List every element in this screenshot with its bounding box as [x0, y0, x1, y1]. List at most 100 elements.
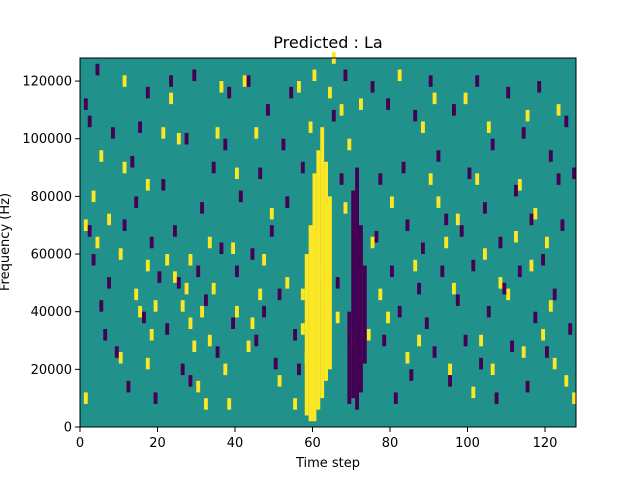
heatmap-cell-high — [165, 254, 170, 266]
heatmap-cell-high — [421, 121, 425, 133]
heatmap-cell-low — [421, 242, 425, 255]
heatmap-cell-low — [452, 104, 456, 116]
x-tick-label: 0 — [76, 436, 84, 451]
heatmap-cell-high — [343, 202, 348, 214]
heatmap-cell-low — [266, 104, 270, 116]
heatmap-cell-low — [455, 294, 460, 306]
heatmap-cell-high — [153, 300, 158, 312]
heatmap-cell-low — [273, 357, 278, 370]
heatmap-cell-low — [173, 225, 177, 237]
heatmap-cell-high — [91, 190, 96, 203]
heatmap-cell-low — [397, 305, 402, 318]
heatmap-cell-low — [87, 225, 92, 237]
heatmap-cell-high — [277, 375, 282, 387]
y-tick-label: 60000 — [31, 248, 72, 263]
heatmap-cell-high — [227, 398, 232, 410]
plot-area — [80, 52, 576, 427]
y-tick-label: 0 — [64, 421, 72, 436]
heatmap-cell-low — [180, 363, 185, 376]
heatmap-cell-low — [157, 271, 162, 283]
heatmap-cell-high — [285, 277, 290, 289]
heatmap-cell-high — [300, 288, 305, 301]
heatmap-cell-high — [541, 328, 545, 341]
heatmap-cell-low — [227, 86, 232, 99]
x-tick-label: 100 — [455, 436, 480, 451]
heatmap-cell-low — [463, 334, 468, 347]
heatmap-cell-high — [184, 282, 189, 295]
heatmap-cell-low — [142, 311, 146, 324]
heatmap-cell-low — [533, 311, 538, 324]
heatmap-cell-high — [118, 352, 123, 364]
heatmap-cell-high — [370, 236, 375, 249]
heatmap-cell-high — [188, 317, 193, 329]
heatmap-cell-low — [188, 375, 193, 387]
heatmap-cell-low — [560, 219, 565, 231]
heatmap-cell-low — [331, 109, 336, 122]
heatmap-cell-high — [529, 259, 534, 272]
heatmap-cell-low — [432, 346, 437, 358]
heatmap-cell-low — [514, 184, 518, 197]
heatmap-cell-low — [153, 392, 158, 404]
y-axis-label: Frequency (Hz) — [0, 193, 13, 291]
heatmap-cell-high — [397, 69, 402, 82]
heatmap-band-high — [320, 127, 325, 399]
heatmap-cell-high — [533, 207, 538, 220]
heatmap-cell-low — [545, 346, 549, 358]
heatmap-band-high — [316, 150, 321, 410]
heatmap-cell-low — [444, 213, 449, 226]
y-tick-label: 20000 — [31, 363, 72, 378]
heatmap-cell-high — [335, 311, 340, 324]
heatmap-band-high — [304, 254, 309, 416]
heatmap-cell-high — [471, 386, 476, 399]
heatmap-cell-high — [521, 346, 526, 358]
heatmap-cell-high — [138, 305, 142, 318]
heatmap-cell-low — [114, 346, 119, 358]
heatmap-cell-high — [297, 81, 301, 93]
heatmap-cell-high — [548, 300, 553, 312]
heatmap-cell-low — [382, 334, 387, 347]
heatmap-cell-low — [401, 161, 406, 174]
heatmap-cell-low — [413, 109, 418, 122]
heatmap-cell-high — [196, 380, 201, 393]
heatmap-cell-low — [490, 138, 495, 151]
heatmap-cell-high — [572, 392, 576, 404]
heatmap-cell-high — [169, 92, 173, 105]
heatmap-cell-low — [262, 305, 266, 318]
heatmap-cell-low — [169, 75, 173, 87]
heatmap-cell-low — [277, 288, 282, 301]
heatmap-band-low — [362, 265, 367, 364]
heatmap-cell-high — [242, 75, 247, 87]
heatmap-cell-low — [211, 161, 216, 174]
heatmap-band-low — [359, 225, 363, 393]
heatmap-cell-low — [200, 202, 204, 214]
heatmap-cell-low — [393, 392, 398, 404]
heatmap-cell-high — [525, 109, 530, 122]
heatmap-cell-low — [293, 328, 297, 341]
heatmap-cell-low — [87, 115, 92, 128]
x-tick-label: 40 — [227, 436, 244, 451]
heatmap-cell-low — [126, 380, 131, 393]
heatmap-cell-low — [219, 242, 224, 255]
heatmap-cell-high — [428, 173, 433, 185]
heatmap-cell-high — [122, 75, 127, 87]
heatmap-cell-high — [452, 282, 456, 295]
heatmap-cell-low — [386, 98, 390, 110]
heatmap-cell-low — [254, 334, 259, 347]
heatmap-cell-low — [564, 115, 569, 128]
x-tick-label: 60 — [304, 436, 321, 451]
y-tick-label: 80000 — [31, 190, 72, 205]
heatmap-cell-low — [258, 167, 263, 180]
heatmap-cell-low — [289, 86, 294, 99]
heatmap-cell-high — [188, 254, 193, 266]
heatmap-cell-low — [409, 369, 414, 381]
heatmap-cell-low — [471, 259, 476, 272]
heatmap-cell-low — [424, 317, 429, 329]
heatmap-cell-low — [238, 190, 243, 203]
heatmap-cell-high — [231, 242, 235, 255]
heatmap-cell-high — [308, 121, 313, 133]
heatmap-cell-low — [122, 219, 127, 231]
heatmap-cell-low — [486, 305, 491, 318]
heatmap-cell-low — [103, 328, 108, 341]
heatmap-cell-high — [436, 196, 441, 208]
